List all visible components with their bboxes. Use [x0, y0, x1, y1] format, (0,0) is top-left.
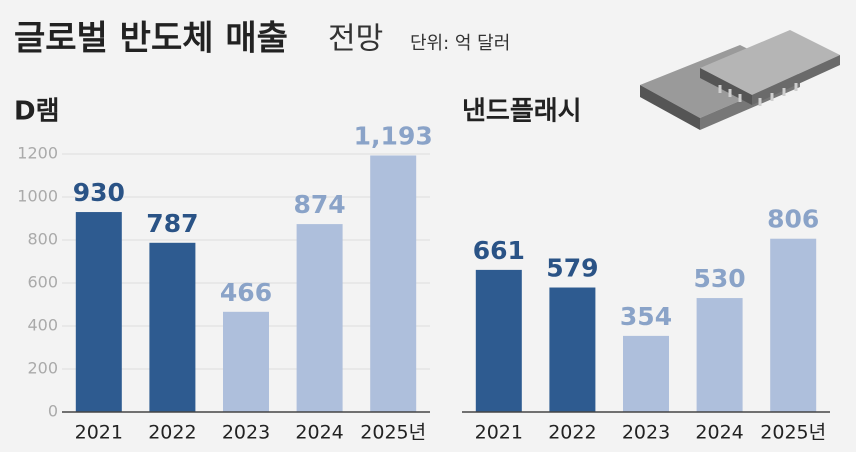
bar [296, 224, 343, 412]
y-tick-label: 0 [48, 402, 58, 421]
bar [475, 269, 522, 412]
bar [549, 287, 596, 412]
y-tick-label: 800 [27, 230, 58, 249]
x-tick-label: 2021 [75, 422, 123, 444]
x-tick-label: 2022 [548, 422, 596, 444]
title-suffix: 전망 [328, 22, 383, 57]
value-label: 466 [220, 278, 272, 307]
x-tick-label: 2024 [295, 422, 343, 444]
value-label: 579 [546, 254, 598, 283]
chip-illustration [640, 30, 840, 130]
bar [149, 242, 196, 412]
title: 글로벌 반도체 매출 [14, 19, 288, 59]
y-tick-label: 1200 [17, 144, 58, 163]
y-tick-label: 400 [27, 316, 58, 335]
unit: 단위: 억 달러 [410, 33, 510, 54]
y-tick-label: 1000 [17, 187, 58, 206]
x-tick-label: 2024 [695, 422, 743, 444]
x-tick-label: 2025년 [360, 422, 426, 444]
value-label: 787 [146, 209, 198, 238]
value-label: 354 [620, 302, 672, 331]
value-label: 806 [767, 205, 819, 234]
x-tick-label: 2023 [222, 422, 270, 444]
panel-title: D램 [14, 97, 60, 127]
value-label: 661 [473, 236, 525, 265]
value-label: 1,193 [354, 122, 433, 151]
value-label: 874 [294, 190, 346, 219]
bar [370, 155, 417, 412]
panel-title: 낸드플래시 [462, 97, 582, 127]
value-label: 530 [694, 264, 746, 293]
value-label: 930 [73, 178, 125, 207]
x-tick-label: 2023 [622, 422, 670, 444]
x-tick-label: 2022 [148, 422, 196, 444]
y-tick-label: 200 [27, 359, 58, 378]
bar [75, 212, 122, 412]
bar [623, 335, 669, 412]
bar [223, 311, 269, 412]
x-tick-label: 2025년 [760, 422, 826, 444]
bar [770, 238, 817, 412]
y-tick-label: 600 [27, 273, 58, 292]
bar [696, 298, 743, 412]
x-tick-label: 2021 [475, 422, 523, 444]
